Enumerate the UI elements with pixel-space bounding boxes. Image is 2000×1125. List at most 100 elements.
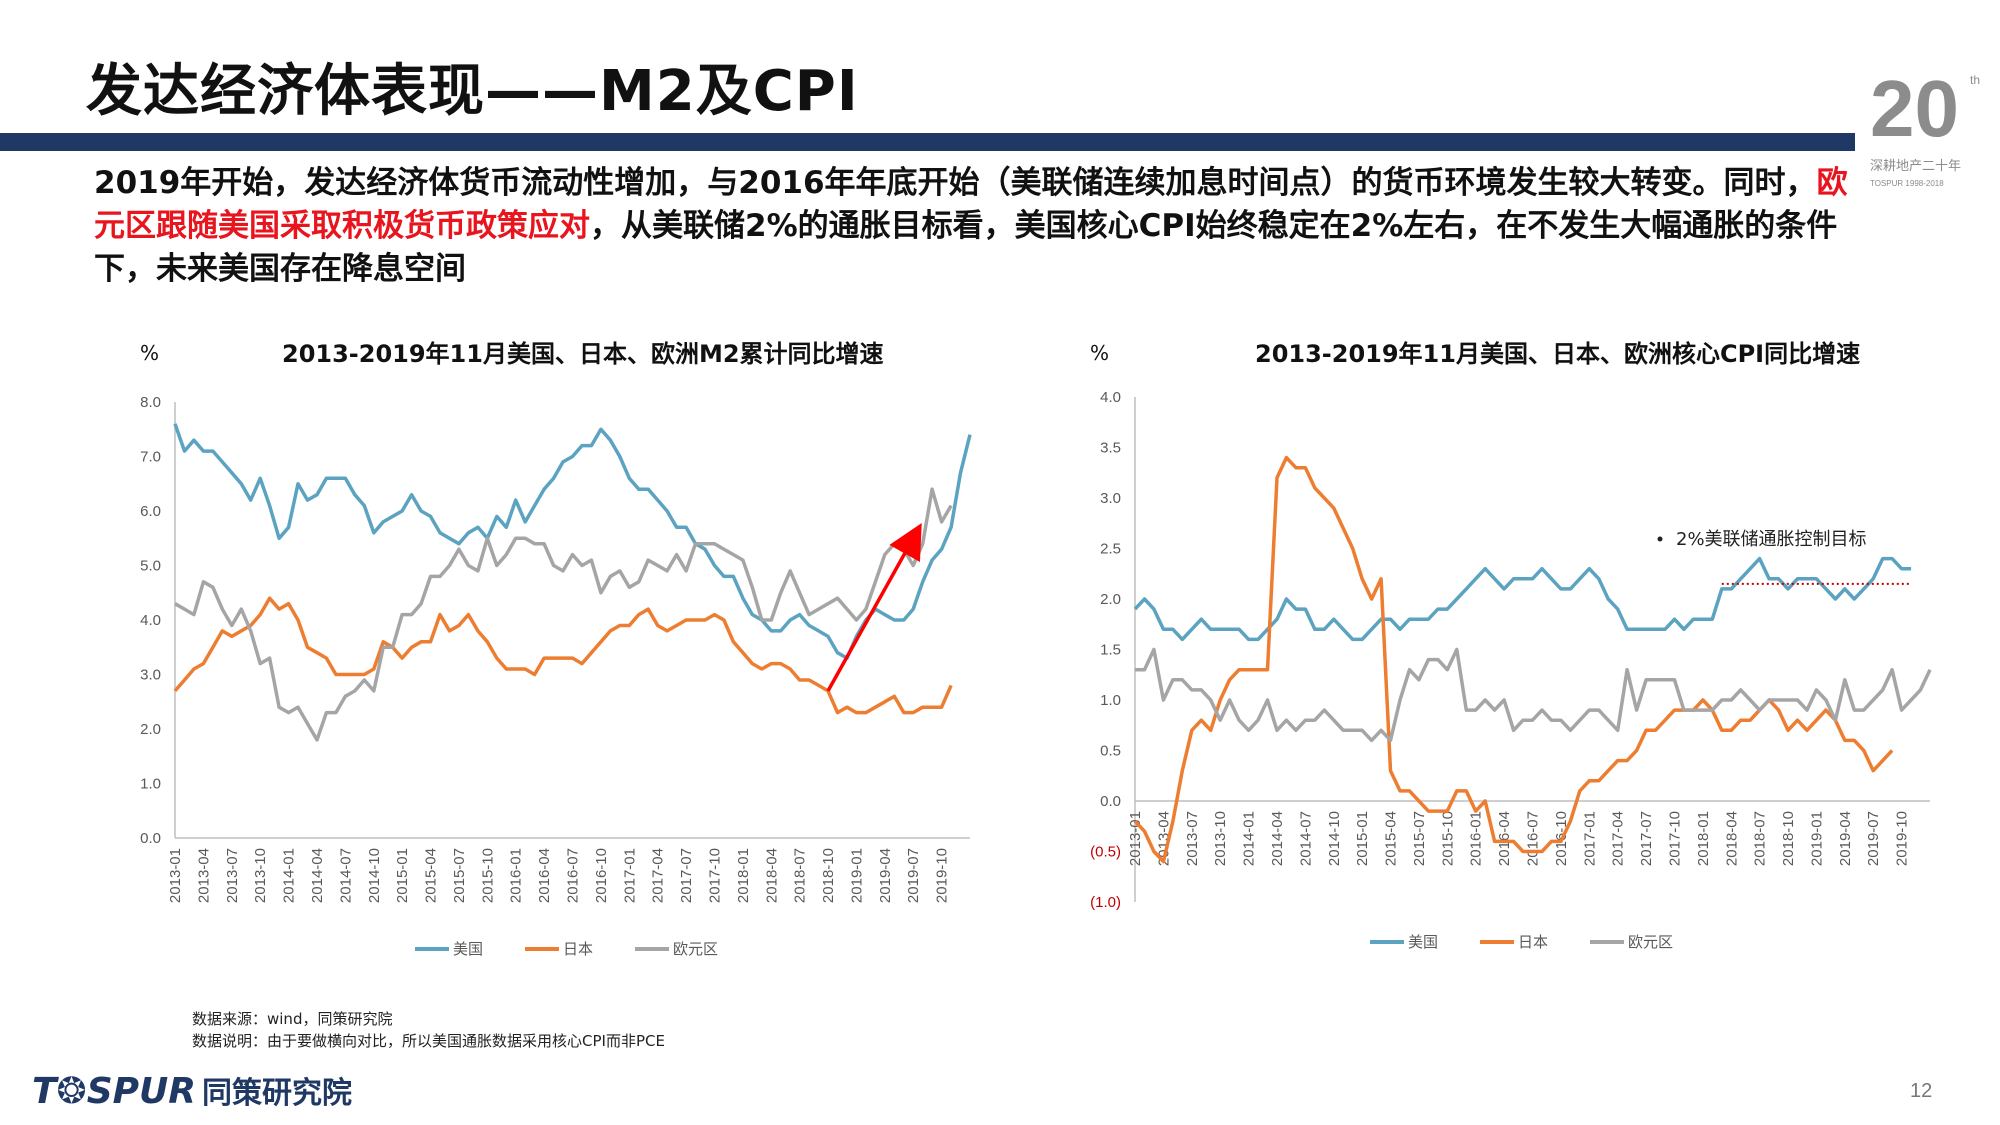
x-tick-label: 2014-10: [366, 848, 383, 903]
x-tick-label: 2018-07: [792, 848, 809, 903]
x-tick-label: 2019-01: [1808, 811, 1825, 866]
x-tick-label: 2018-07: [1752, 811, 1769, 866]
x-tick-label: 2018-01: [1695, 811, 1712, 866]
x-tick-label: 2017-04: [1610, 811, 1627, 866]
y-tick-label: 2.0: [1100, 591, 1121, 608]
x-tick-label: 2013-10: [252, 848, 269, 903]
footer-brand-cn: 同策研究院: [202, 1076, 352, 1111]
chart2-title: 2013-2019年11月美国、日本、欧洲核心CPI同比增速: [1255, 340, 1861, 368]
x-tick-label: 2019-04: [1837, 811, 1854, 866]
x-tick-label: 2017-07: [1638, 811, 1655, 866]
y-tick-label: 3.5: [1100, 440, 1121, 457]
page-number: 12: [1910, 1080, 1933, 1102]
x-tick-label: 2015-01: [394, 848, 411, 903]
footer-logo: T❂SPUR 同策研究院: [32, 1068, 352, 1112]
series-line-2: [174, 487, 953, 742]
data-explain-note: 数据说明：由于要做横向对比，所以美国通胀数据采用核心CPI而非PCE: [192, 1032, 665, 1050]
data-source-note: 数据来源：wind，同策研究院: [192, 1010, 393, 1028]
legend-label: 美国: [1408, 933, 1438, 951]
anniversary-logo: 20 th 深耕地产二十年 TOSPUR 1998-2018: [1870, 66, 1980, 188]
x-tick-label: 2019-10: [934, 848, 951, 903]
x-tick-label: 2018-10: [1780, 811, 1797, 866]
logo-caption: 深耕地产二十年: [1870, 158, 1961, 174]
x-tick-label: 2017-07: [678, 848, 695, 903]
x-tick-label: 2015-01: [1354, 811, 1371, 866]
x-tick-label: 2016-07: [565, 848, 582, 903]
y-tick-label: 8.0: [140, 394, 161, 411]
x-tick-label: 2019-04: [877, 848, 894, 903]
series-line-2: [1135, 647, 1932, 743]
x-tick-label: 2015-07: [1411, 811, 1428, 866]
x-tick-label: 2016-04: [536, 848, 553, 903]
x-tick-label: 2019-01: [848, 848, 865, 903]
legend-label: 日本: [1518, 933, 1548, 951]
y-tick-label: (0.5): [1090, 844, 1121, 861]
x-tick-label: 2018-04: [763, 848, 780, 903]
x-tick-label: 2013-01: [167, 848, 184, 903]
x-tick-label: 2013-01: [1127, 811, 1144, 866]
series-line-0: [173, 423, 972, 660]
x-tick-label: 2018-10: [820, 848, 837, 903]
target-bullet: [1657, 536, 1663, 542]
x-tick-label: 2019-10: [1894, 811, 1911, 866]
intro-text-2: ，从美联储2%的通胀目标看，美国核心CPI始终稳定在2%左右，在不发生大幅通胀的…: [94, 208, 1838, 287]
x-tick-label: 2015-10: [1439, 811, 1456, 866]
intro-text-1: 2019年开始，发达经济体货币流动性增加，与2016年年底开始（美联储连续加息时…: [94, 165, 1817, 201]
x-tick-label: 2018-01: [735, 848, 752, 903]
x-tick-label: 2014-07: [337, 848, 354, 903]
legend-label: 日本: [563, 940, 593, 958]
y-tick-label: 7.0: [140, 449, 161, 466]
x-tick-label: 2017-01: [1581, 811, 1598, 866]
y-tick-label: 0.0: [140, 830, 161, 847]
x-tick-label: 2014-04: [1269, 811, 1286, 866]
y-tick-label: 2.0: [140, 721, 161, 738]
x-tick-label: 2015-04: [1383, 811, 1400, 866]
x-tick-label: 2015-07: [451, 848, 468, 903]
y-tick-label: 1.0: [140, 776, 161, 793]
chart2-unit: %: [1090, 341, 1110, 365]
x-tick-label: 2016-10: [593, 848, 610, 903]
x-tick-label: 2016-01: [508, 848, 525, 903]
y-tick-label: (1.0): [1090, 894, 1121, 911]
x-tick-label: 2014-01: [1241, 811, 1258, 866]
logo-caption2: TOSPUR 1998-2018: [1870, 179, 1944, 188]
x-tick-label: 2015-10: [479, 848, 496, 903]
x-tick-label: 2019-07: [905, 848, 922, 903]
x-tick-label: 2018-04: [1723, 811, 1740, 866]
y-tick-label: 1.5: [1100, 642, 1121, 659]
x-tick-label: 2013-07: [1184, 811, 1201, 866]
x-tick-label: 2017-01: [621, 848, 638, 903]
legend-label: 欧元区: [673, 940, 718, 958]
y-tick-label: 6.0: [140, 503, 161, 520]
y-tick-label: 4.0: [1100, 389, 1121, 406]
intro-highlight: 欧元区跟随美国采取积极货币政策应对: [94, 165, 1848, 244]
y-tick-label: 2.5: [1100, 541, 1121, 558]
series-line-1: [173, 596, 953, 715]
cpi-chart: 4.0 3.5 3.0 2.5 2.0 1.5 1.0 0.5 0.0 (0.5) (1.0) 201…: [1090, 389, 1932, 951]
footer-brand: T❂SPUR: [32, 1071, 196, 1112]
x-tick-label: 2017-04: [650, 848, 667, 903]
y-tick-label: 1.0: [1100, 692, 1121, 709]
title-bar: [0, 133, 1855, 151]
red-arrow: [826, 522, 922, 692]
x-tick-label: 2016-07: [1525, 811, 1542, 866]
x-tick-label: 2014-07: [1297, 811, 1314, 866]
x-tick-label: 2014-04: [309, 848, 326, 903]
m2-chart: 0.0 1.0 2.0 3.0 4.0 5.0 6.0 7.0 8.0 2013-01 2013-0…: [140, 394, 972, 958]
x-tick-label: 2019-07: [1865, 811, 1882, 866]
y-tick-label: 3.0: [1100, 490, 1121, 507]
x-tick-label: 2017-10: [1666, 811, 1683, 866]
chart1-title: 2013-2019年11月美国、日本、欧洲M2累计同比增速: [282, 340, 884, 368]
y-tick-label: 4.0: [140, 612, 161, 629]
y-tick-label: 5.0: [140, 558, 161, 575]
logo-sup: th: [1970, 73, 1980, 87]
x-tick-label: 2014-10: [1326, 811, 1343, 866]
y-tick-label: 0.5: [1100, 743, 1121, 760]
y-tick-label: 0.0: [1100, 793, 1121, 810]
x-tick-label: 2013-10: [1212, 811, 1229, 866]
x-tick-label: 2013-04: [1155, 811, 1172, 866]
x-tick-label: 2014-01: [281, 848, 298, 903]
target-label: 2%美联储通胀控制目标: [1676, 529, 1867, 550]
slide-title: 发达经济体表现——M2及CPI: [86, 59, 859, 124]
x-tick-label: 2015-04: [423, 848, 440, 903]
